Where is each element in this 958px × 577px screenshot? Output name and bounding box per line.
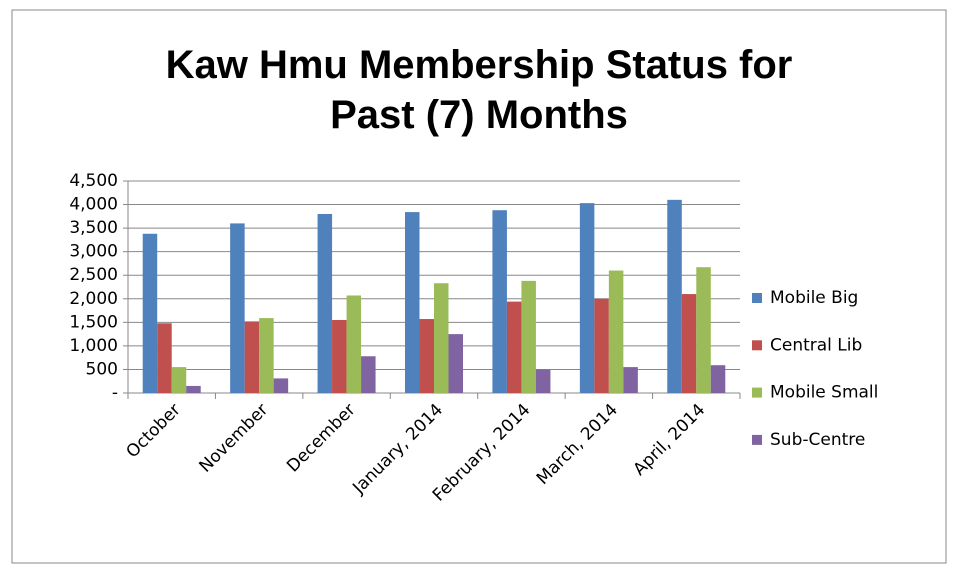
bar bbox=[623, 367, 638, 393]
x-tick-label: March, 2014 bbox=[533, 400, 622, 489]
bar bbox=[434, 283, 449, 393]
y-tick-label: 4,500 bbox=[69, 171, 118, 191]
bar bbox=[171, 367, 187, 393]
x-tick-label: November bbox=[196, 400, 273, 477]
legend-swatch bbox=[752, 434, 762, 445]
chart-title: Kaw Hmu Membership Status for Past (7) M… bbox=[165, 43, 793, 137]
legend-label: Mobile Small bbox=[770, 383, 878, 403]
bar bbox=[273, 378, 289, 393]
bar bbox=[535, 369, 551, 393]
legend-label: Central Lib bbox=[770, 335, 862, 355]
bar bbox=[608, 270, 624, 393]
y-tick-label: - bbox=[112, 383, 118, 403]
x-tick-label: April, 2014 bbox=[629, 400, 709, 480]
bar bbox=[667, 199, 682, 393]
bar bbox=[448, 334, 463, 393]
x-tick-label: January, 2014 bbox=[348, 400, 447, 499]
y-tick-label: 1,000 bbox=[69, 336, 118, 356]
y-tick-label: 3,000 bbox=[69, 242, 118, 262]
y-tick-label: 2,500 bbox=[69, 265, 118, 285]
bar bbox=[405, 212, 420, 393]
y-tick-label: 4,000 bbox=[69, 195, 118, 215]
bar bbox=[681, 294, 697, 393]
x-tick-label: October bbox=[123, 400, 185, 462]
y-tick-label: 1,500 bbox=[69, 312, 118, 332]
legend-swatch bbox=[752, 387, 762, 398]
bar bbox=[142, 233, 158, 393]
bar bbox=[157, 323, 172, 393]
bar bbox=[332, 319, 347, 393]
bar bbox=[346, 295, 362, 393]
bar bbox=[259, 318, 274, 393]
bar bbox=[506, 301, 522, 393]
bar bbox=[594, 298, 609, 393]
bar bbox=[244, 321, 260, 393]
x-tick-label: December bbox=[283, 400, 359, 476]
legend-swatch bbox=[752, 293, 762, 303]
legend-label: Sub-Centre bbox=[770, 430, 865, 450]
bar bbox=[419, 319, 434, 393]
y-tick-label: 500 bbox=[86, 359, 118, 379]
y-tick-label: 3,500 bbox=[69, 218, 118, 238]
bar bbox=[230, 223, 245, 393]
bar bbox=[492, 210, 507, 393]
bar bbox=[579, 203, 595, 393]
bar bbox=[521, 280, 536, 393]
bar bbox=[696, 267, 711, 393]
bar bbox=[186, 385, 201, 393]
chart-border bbox=[11, 9, 947, 564]
bar bbox=[361, 356, 376, 393]
legend-label: Mobile Big bbox=[770, 288, 858, 308]
bar bbox=[710, 365, 726, 393]
bar bbox=[317, 213, 333, 393]
y-tick-label: 2,000 bbox=[69, 289, 118, 309]
legend-swatch bbox=[752, 340, 762, 351]
